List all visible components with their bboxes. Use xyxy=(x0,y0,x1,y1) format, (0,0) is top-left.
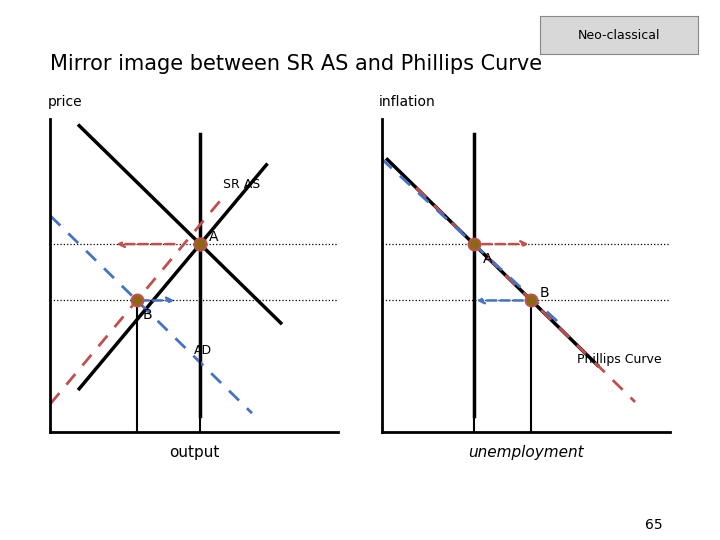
Text: output: output xyxy=(169,445,220,460)
Text: Phillips Curve: Phillips Curve xyxy=(577,353,662,366)
Text: price: price xyxy=(48,96,82,110)
Text: A: A xyxy=(482,252,492,266)
Text: A: A xyxy=(209,230,218,244)
Text: Neo-classical: Neo-classical xyxy=(578,29,660,42)
Text: B: B xyxy=(143,308,152,322)
Text: 65: 65 xyxy=(645,518,662,532)
Text: SR AS: SR AS xyxy=(223,178,261,191)
Text: AD: AD xyxy=(194,343,212,357)
Text: B: B xyxy=(540,286,549,300)
Text: inflation: inflation xyxy=(379,96,436,110)
Text: Mirror image between SR AS and Phillips Curve: Mirror image between SR AS and Phillips … xyxy=(50,54,543,74)
Text: unemployment: unemployment xyxy=(468,445,583,460)
